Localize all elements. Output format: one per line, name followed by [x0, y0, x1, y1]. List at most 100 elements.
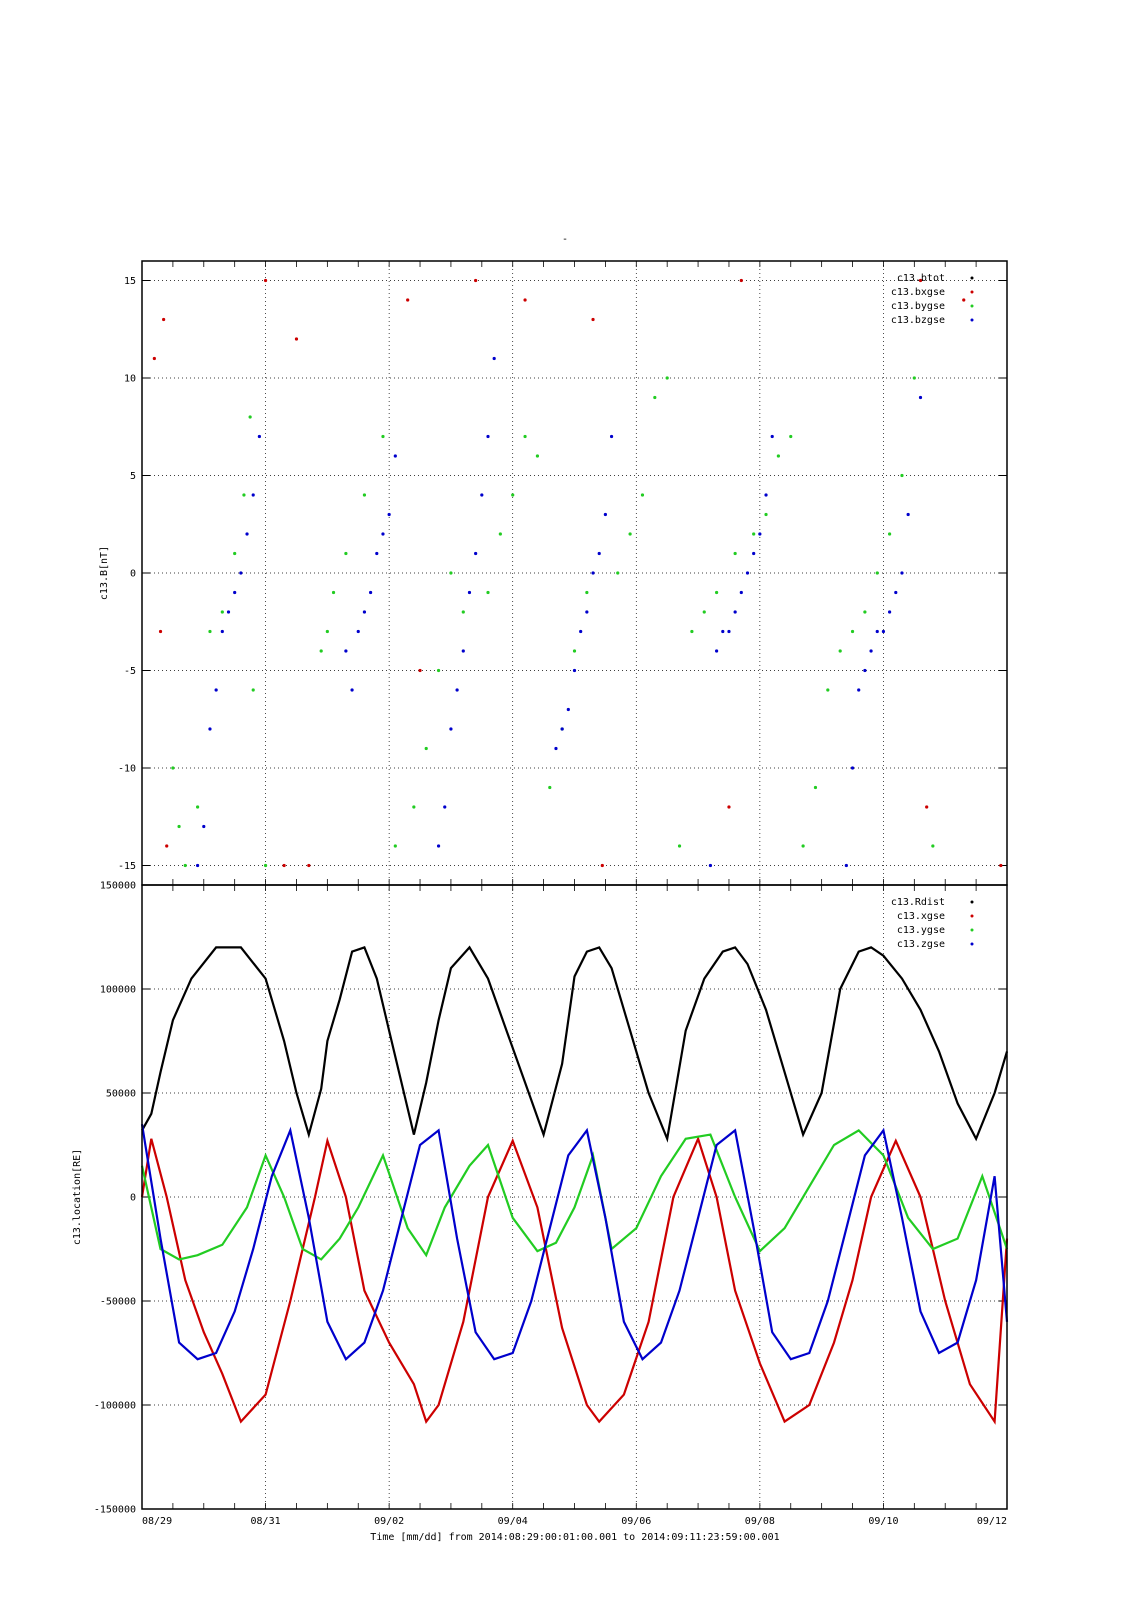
- data-point-green: [412, 805, 416, 809]
- y-tick-label: 0: [130, 1193, 136, 1204]
- bottom-gridlines: [142, 884, 1007, 1510]
- data-point-blue: [745, 571, 750, 575]
- data-point-green: [875, 571, 879, 575]
- data-point-blue: [894, 590, 898, 595]
- data-point-green: [548, 785, 552, 790]
- data-point-red: [918, 278, 923, 283]
- data-point-green: [319, 649, 323, 653]
- y-tick-label: 0: [130, 569, 136, 580]
- data-point-green: [393, 844, 397, 848]
- data-point-green: [461, 610, 465, 614]
- data-point-blue: [344, 649, 348, 653]
- bottom-data-series: [140, 945, 1009, 1425]
- data-point-red: [962, 298, 966, 302]
- data-point-red: [523, 298, 527, 302]
- data-point-blue: [566, 707, 570, 712]
- data-point-blue: [375, 551, 379, 556]
- magnetic-field-panel: 15 10 5 0 -5 -10 -15 c13.btot c13.bxgse c13.bygs…: [99, 260, 1008, 886]
- bottom-y-axis-label: c13.location[RE]: [72, 1149, 83, 1245]
- legend-marker: [970, 304, 974, 308]
- data-point-red: [263, 278, 268, 283]
- data-point-red: [739, 278, 743, 283]
- data-point-blue: [591, 571, 595, 575]
- data-point-blue: [449, 727, 453, 731]
- data-point-red: [925, 805, 929, 809]
- data-point-blue: [869, 649, 873, 653]
- data-point-green: [535, 454, 540, 458]
- legend-entry: c13.xgse: [897, 911, 945, 922]
- series-line-blue: [140, 1124, 1009, 1361]
- series-line-green: [140, 1129, 1009, 1261]
- data-point-blue: [436, 844, 441, 848]
- data-point-blue: [196, 863, 200, 868]
- data-point-green: [183, 863, 187, 868]
- data-point-green: [498, 532, 502, 536]
- data-point-red: [600, 863, 604, 868]
- data-point-red: [282, 863, 286, 868]
- data-point-green: [801, 844, 805, 848]
- data-point-red: [406, 298, 410, 302]
- data-point-red: [162, 317, 166, 322]
- location-panel: 150000 100000 50000 0 -50000 -100000 -150000 c…: [72, 881, 1009, 1516]
- data-point-blue: [251, 493, 255, 497]
- data-point-blue: [393, 454, 397, 458]
- y-tick-label: 100000: [100, 985, 136, 996]
- data-point-green: [653, 395, 657, 400]
- data-point-green: [690, 629, 694, 634]
- data-point-green: [838, 649, 842, 653]
- y-tick-label: -50000: [100, 1297, 136, 1308]
- data-point-green: [362, 493, 367, 497]
- data-point-green: [171, 766, 175, 770]
- data-point-red: [418, 668, 422, 673]
- data-point-blue: [572, 668, 577, 673]
- data-point-blue: [875, 629, 879, 634]
- legend-marker: [970, 290, 974, 294]
- data-point-blue: [727, 629, 731, 634]
- data-point-red: [999, 863, 1003, 868]
- legend-marker: [970, 318, 974, 322]
- data-point-green: [912, 376, 916, 380]
- data-point-blue: [455, 688, 459, 692]
- x-tick-label: 09/02: [374, 1516, 404, 1527]
- data-point-green: [752, 532, 756, 536]
- data-point-blue: [603, 512, 607, 517]
- data-point-green: [381, 434, 385, 439]
- data-point-green: [220, 610, 224, 614]
- data-point-blue: [863, 668, 867, 673]
- data-point-green: [344, 551, 348, 556]
- data-point-blue: [918, 395, 923, 400]
- data-point-blue: [208, 727, 212, 731]
- data-point-green: [248, 415, 252, 419]
- legend-entry: c13.Rdist: [891, 897, 945, 908]
- data-point-blue: [850, 766, 855, 770]
- data-point-green: [850, 629, 855, 634]
- legend-entry: c13.ygse: [897, 925, 945, 936]
- series-line-black: [141, 945, 1009, 1143]
- data-point-blue: [356, 629, 360, 634]
- y-tick-label: 15: [124, 276, 136, 287]
- data-point-green: [523, 434, 527, 439]
- top-legend: c13.btot c13.bxgse c13.bygse c13.bzgse: [891, 273, 974, 326]
- data-point-green: [196, 805, 200, 809]
- data-point-blue: [381, 532, 385, 536]
- legend-entry: c13.bxgse: [891, 287, 945, 298]
- data-point-blue: [609, 434, 614, 439]
- x-tick-labels: 08/29 08/31 09/02 09/04 09/06 09/08 09/10 09/12: [142, 1516, 1007, 1527]
- data-point-blue: [758, 532, 762, 536]
- legend-entry: c13.btot: [897, 273, 945, 284]
- legend-entry: c13.zgse: [897, 939, 945, 950]
- data-point-green: [572, 649, 577, 653]
- data-point-green: [863, 610, 867, 614]
- top-y-axis-label: c13.B[nT]: [99, 546, 110, 600]
- data-point-green: [776, 454, 780, 458]
- data-point-green: [424, 746, 428, 751]
- data-point-green: [665, 376, 669, 380]
- data-point-blue: [369, 590, 373, 595]
- data-point-green: [677, 844, 682, 848]
- data-point-green: [486, 590, 490, 595]
- data-point-green: [702, 610, 706, 614]
- data-point-blue: [733, 610, 737, 614]
- x-tick-label: 09/12: [977, 1516, 1007, 1527]
- data-point-blue: [585, 610, 589, 614]
